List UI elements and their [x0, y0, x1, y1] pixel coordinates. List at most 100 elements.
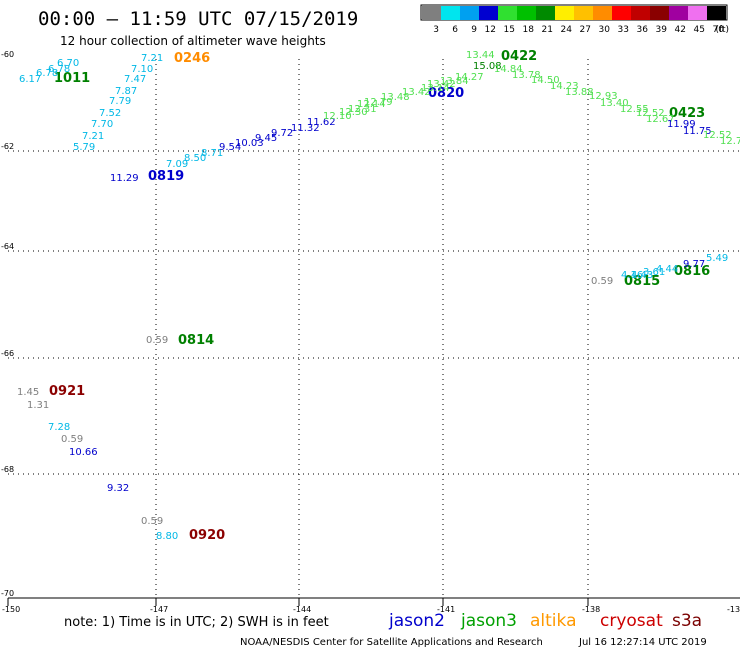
swh-value: 7.09 [166, 159, 188, 170]
swh-value: 14.23 [550, 81, 579, 92]
generated-timestamp: Jul 16 12:27:14 UTC 2019 [578, 637, 707, 648]
lon-label: -138 [582, 605, 600, 614]
scale-swatch [517, 6, 536, 20]
swh-value: 14.84 [494, 64, 523, 75]
scale-swatch [498, 6, 517, 20]
scale-swatch [707, 6, 726, 20]
swh-value: 6.78 [48, 64, 70, 75]
swh-value: 14.50 [531, 75, 560, 86]
scale-label: 15 [504, 25, 515, 35]
lon-label: -144 [293, 605, 311, 614]
credit-text: NOAA/NESDIS Center for Satellite Applica… [240, 637, 543, 648]
scale-swatch [555, 6, 574, 20]
swh-value: 15.08 [473, 61, 502, 72]
satellite-legend-jason3: jason3 [460, 611, 517, 631]
satellite-legend-cryosat: cryosat [600, 611, 663, 631]
swh-value: 10.66 [69, 447, 98, 458]
swh-value: 11.99 [667, 119, 696, 130]
swh-value: 6.70 [57, 58, 79, 69]
scale-label: 6 [452, 25, 458, 35]
swh-value: 12.52 [636, 108, 665, 119]
swh-value: 13.42 [402, 87, 431, 98]
swh-value: 8.71 [201, 148, 223, 159]
pass-time-label: 0920 [189, 528, 225, 543]
scale-label: 33 [618, 25, 629, 35]
scale-label: 12 [485, 25, 496, 35]
swh-value: 13.48 [381, 92, 410, 103]
satellite-legend: jason2 jason3 altika cryosat s3a [388, 611, 702, 631]
scale-label: 24 [561, 25, 573, 35]
swh-value: 9.77 [683, 259, 705, 270]
scale-label: 21 [542, 25, 553, 35]
pass-time-label: 0921 [49, 384, 85, 399]
scale-unit: (ft) [715, 25, 729, 35]
swh-value: 12.55 [620, 104, 649, 115]
swh-value: 1.31 [27, 400, 49, 411]
scale-label: 70 [713, 25, 725, 35]
lon-label: -13 [727, 605, 740, 614]
swh-value: 5.79 [73, 142, 95, 153]
pass-time-label: 0423 [669, 106, 705, 121]
swh-value: 7.47 [124, 74, 146, 85]
swh-value: 12.31 [348, 104, 377, 115]
pass-time-label: 0820 [428, 86, 464, 101]
swh-value: 0.59 [141, 516, 163, 527]
scale-label: 42 [675, 25, 686, 35]
swh-value: 1.45 [17, 387, 39, 398]
note-text: note: 1) Time is in UTC; 2) SWH is in fe… [64, 615, 329, 630]
swh-value: 13.78 [512, 70, 541, 81]
lon-label: -141 [437, 605, 455, 614]
swh-value: 7.79 [109, 96, 131, 107]
swh-value: 7.87 [115, 86, 137, 97]
swh-value: 4.16 [621, 270, 643, 281]
swh-value: 12.52 [703, 130, 732, 141]
scale-swatch [688, 6, 707, 20]
scale-swatch [669, 6, 688, 20]
swh-value: 9.54 [219, 142, 241, 153]
swh-value: 12.67 [646, 114, 675, 125]
lat-label: -66 [1, 349, 14, 358]
swh-value: 11.75 [683, 126, 712, 137]
scale-label: 45 [694, 25, 705, 35]
scale-swatch [441, 6, 460, 20]
swh-value: 13.42 [427, 79, 456, 90]
scale-swatch [536, 6, 555, 20]
pass-time-label: 0246 [174, 51, 210, 66]
swh-value: 13.44 [466, 50, 495, 61]
map-subtitle: 12 hour collection of altimeter wave hei… [60, 34, 326, 48]
swh-value: 13.14 [421, 83, 450, 94]
scale-swatch [612, 6, 631, 20]
swh-value: 12.10 [323, 111, 352, 122]
swh-value: 14.27 [455, 72, 484, 83]
lat-label: -60 [1, 50, 14, 59]
lat-label: -64 [1, 242, 14, 251]
swh-value: 13.40 [600, 98, 629, 109]
swh-value: 7.52 [99, 108, 121, 119]
lon-label: -150 [2, 605, 20, 614]
swh-value: 10.03 [235, 138, 264, 149]
swh-value: 9.32 [107, 483, 129, 494]
scale-swatch [479, 6, 498, 20]
swh-value: 8.80 [156, 531, 178, 542]
scale-label: 9 [471, 25, 477, 35]
swh-value: 5.49 [706, 253, 728, 264]
scale-swatch [631, 6, 650, 20]
swh-value: 13.84 [440, 76, 469, 87]
scale-label: 18 [523, 25, 535, 35]
swh-value: 7.21 [82, 131, 104, 142]
swh-value: 7.10 [131, 64, 153, 75]
swh-value: 4.44 [656, 264, 678, 275]
pass-time-label: 0819 [148, 169, 184, 184]
swh-value: 6.78 [36, 68, 58, 79]
lat-label: -68 [1, 465, 14, 474]
swh-value: 12.30 [339, 107, 368, 118]
scale-label: 39 [656, 25, 668, 35]
satellite-legend-s3a: s3a [672, 611, 702, 631]
swh-value: 9.45 [255, 133, 277, 144]
swh-value: 0.59 [61, 434, 83, 445]
swh-value: 12.14 [357, 99, 386, 110]
swh-value: 7.28 [48, 422, 70, 433]
swh-value: 9.72 [271, 128, 293, 139]
pass-time-label: 1011 [54, 71, 90, 86]
